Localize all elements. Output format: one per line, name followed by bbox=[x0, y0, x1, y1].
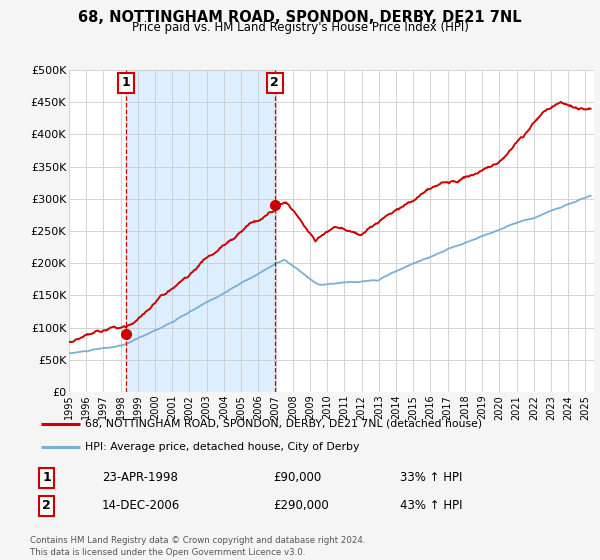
Text: 2: 2 bbox=[271, 77, 279, 90]
Text: 14-DEC-2006: 14-DEC-2006 bbox=[102, 500, 180, 512]
Text: HPI: Average price, detached house, City of Derby: HPI: Average price, detached house, City… bbox=[85, 442, 359, 452]
Text: 68, NOTTINGHAM ROAD, SPONDON, DERBY, DE21 7NL (detached house): 68, NOTTINGHAM ROAD, SPONDON, DERBY, DE2… bbox=[85, 419, 482, 429]
Text: 1: 1 bbox=[122, 77, 130, 90]
Text: 43% ↑ HPI: 43% ↑ HPI bbox=[400, 500, 463, 512]
Text: 23-APR-1998: 23-APR-1998 bbox=[102, 471, 178, 484]
Text: £90,000: £90,000 bbox=[273, 471, 321, 484]
Text: Price paid vs. HM Land Registry's House Price Index (HPI): Price paid vs. HM Land Registry's House … bbox=[131, 21, 469, 34]
Bar bbox=[126, 70, 275, 392]
Text: 2: 2 bbox=[42, 500, 51, 512]
Text: 68, NOTTINGHAM ROAD, SPONDON, DERBY, DE21 7NL: 68, NOTTINGHAM ROAD, SPONDON, DERBY, DE2… bbox=[78, 10, 522, 25]
Text: 1: 1 bbox=[42, 471, 51, 484]
Text: £290,000: £290,000 bbox=[273, 500, 329, 512]
Text: 33% ↑ HPI: 33% ↑ HPI bbox=[400, 471, 462, 484]
Text: Contains HM Land Registry data © Crown copyright and database right 2024.
This d: Contains HM Land Registry data © Crown c… bbox=[30, 536, 365, 557]
